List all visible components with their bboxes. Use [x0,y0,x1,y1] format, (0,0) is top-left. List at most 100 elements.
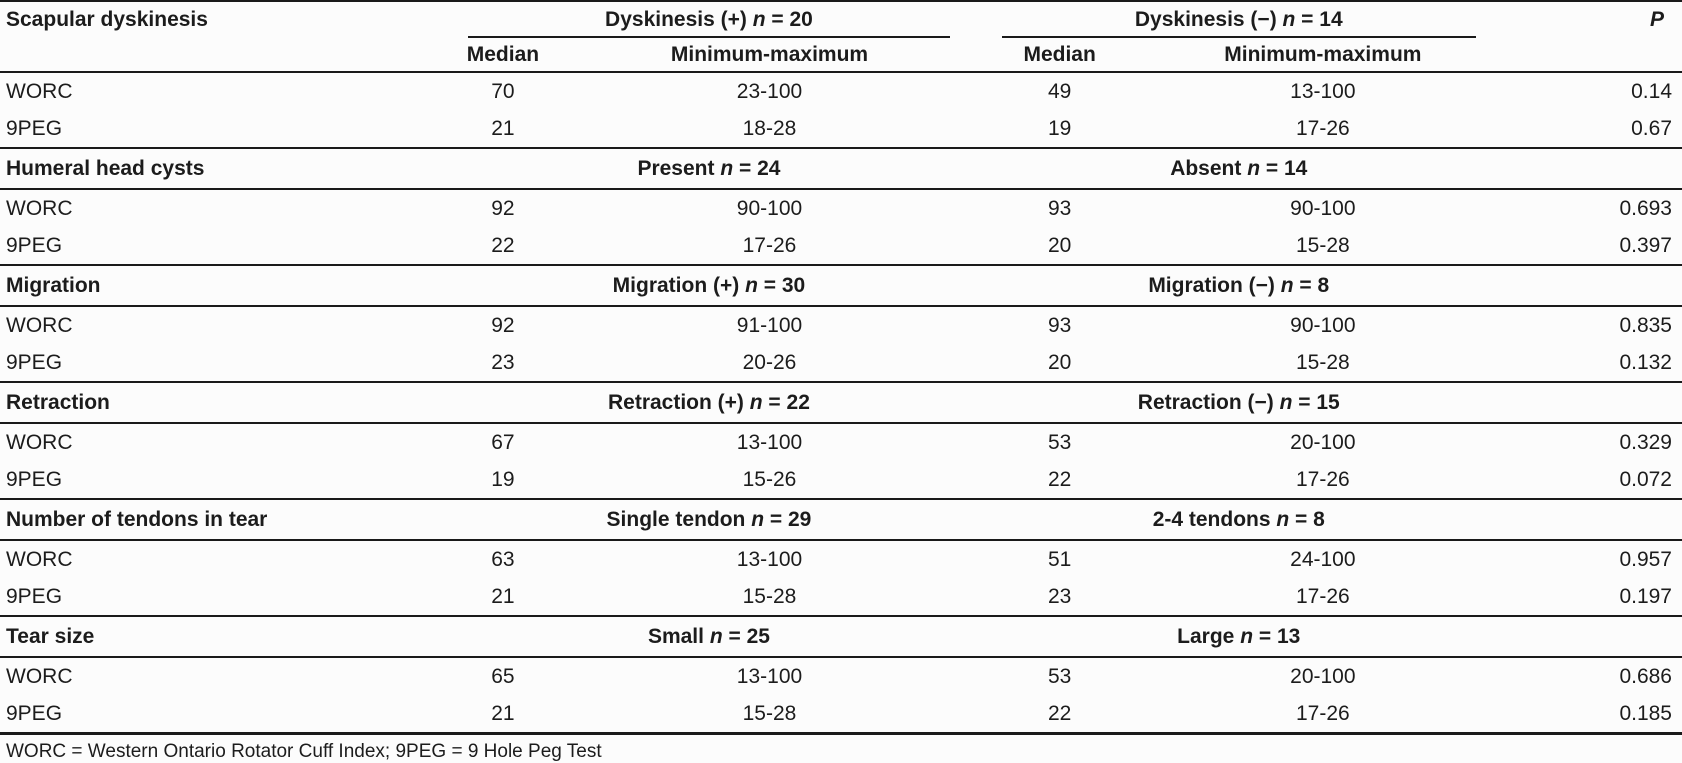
row-label: WORC [6,547,73,571]
table-row: 9PEG 21 15-28 22 17-26 0.185 [0,695,1682,735]
table-footnote: WORC = Western Ontario Rotator Cuff Inde… [6,741,602,762]
median-value: 53 [1047,664,1072,688]
table-row: 9PEG 21 15-28 23 17-26 0.197 [0,578,1682,616]
median-value: 22 [491,233,515,257]
section-header-row: Retraction Retraction (+) n = 22 Retract… [0,381,1682,424]
minmax-value: 13-100 [736,430,803,454]
minmax-value: 91-100 [736,313,803,337]
p-value: 0.67 [1631,116,1672,140]
median-value: 19 [491,467,515,491]
group1-title: Single tendon n = 29 [442,498,976,541]
minmax-value: 15-28 [563,695,976,735]
group2-title: Large n = 13 [975,615,1502,658]
group1-title: Dyskinesis (+) n = 20 [442,1,975,38]
p-value: 0.197 [1619,584,1672,608]
minmax-value: 20-100 [1290,664,1356,688]
table-row: 9PEG 19 15-26 22 17-26 0.072 [0,461,1682,499]
empty-cell [1501,615,1682,658]
minmax-column-header: Minimum-maximum [1143,38,1502,73]
median-value: 21 [491,116,515,140]
section-label: Tear size [0,615,443,658]
median-value: 49 [1047,79,1072,103]
row-label: 9PEG [6,233,63,257]
p-value: 0.132 [1619,350,1672,374]
median-value: 22 [975,695,1144,735]
median-value: 92 [491,313,515,337]
median-value: 21 [442,695,564,735]
table-row: 9PEG 23 20-26 20 15-28 0.132 [0,344,1682,382]
group2-title: Retraction (−) n = 15 [975,381,1502,424]
section-label: Scapular dyskinesis [6,8,208,31]
section-label: Number of tendons in tear [0,498,443,541]
table-row: 9PEG 21 18-28 19 17-26 0.67 [0,110,1682,148]
group2-title: Absent n = 14 [975,147,1502,190]
empty-header-cell [1501,38,1682,73]
median-value: 20 [1047,233,1072,257]
median-value: 53 [1047,430,1072,454]
minmax-value: 20-26 [742,350,797,374]
table-row: WORC 70 23-100 49 13-100 0.14 [0,72,1682,110]
table-row: WORC 92 91-100 93 90-100 0.835 [0,306,1682,344]
group2-title: 2-4 tendons n = 8 [975,498,1502,541]
minmax-value: 90-100 [1290,313,1356,337]
median-value: 20 [1047,350,1072,374]
minmax-value: 90-100 [736,196,803,220]
median-value: 93 [1047,313,1072,337]
minmax-column-header: Minimum-maximum [563,38,976,73]
minmax-value: 13-100 [736,547,803,571]
minmax-value: 17-26 [1295,116,1350,140]
section-label: Migration [0,264,443,307]
group2-title: Dyskinesis (−) n = 14 [976,1,1502,38]
median-value: 23 [491,350,515,374]
row-label: 9PEG [6,584,63,608]
section-header-row: Humeral head cysts Present n = 24 Absent… [0,147,1682,190]
row-label: 9PEG [6,467,63,491]
median-value: 19 [1047,116,1072,140]
minmax-value: 13-100 [1290,79,1356,103]
group1-title: Small n = 25 [442,615,976,658]
minmax-value: 17-26 [1295,584,1350,608]
p-value: 0.329 [1619,430,1672,454]
median-value: 63 [491,547,515,571]
minmax-value: 15-28 [1295,350,1350,374]
minmax-value: 15-28 [1295,233,1350,257]
section-header-row: Migration Migration (+) n = 30 Migration… [0,264,1682,307]
table-row: WORC 67 13-100 53 20-100 0.329 [0,423,1682,461]
median-column-header: Median [442,38,564,73]
median-value: 21 [491,584,515,608]
median-value: 70 [491,79,515,103]
minmax-value: 13-100 [736,664,803,688]
row-label: WORC [6,313,73,337]
group1-title: Migration (+) n = 30 [442,264,976,307]
empty-cell [1501,147,1682,190]
minmax-value: 15-26 [742,467,797,491]
p-value: 0.185 [1501,695,1682,735]
minmax-value: 90-100 [1290,196,1356,220]
row-label: 9PEG [6,116,63,140]
median-value: 23 [1047,584,1072,608]
row-label: WORC [6,196,73,220]
median-value: 67 [491,430,515,454]
minmax-value: 17-26 [742,233,797,257]
section-label: Humeral head cysts [0,147,443,190]
row-label: 9PEG [0,695,443,735]
table-row: WORC 65 13-100 53 20-100 0.686 [0,657,1682,695]
p-value: 0.693 [1619,196,1672,220]
p-value: 0.957 [1619,547,1672,571]
p-value: 0.14 [1631,79,1672,103]
minmax-value: 20-100 [1290,430,1356,454]
median-column-header: Median [975,38,1144,73]
minmax-value: 23-100 [736,79,803,103]
row-label: 9PEG [6,350,63,374]
p-value: 0.397 [1619,233,1672,257]
minmax-value: 17-26 [1143,695,1502,735]
p-value: 0.072 [1619,467,1672,491]
row-label: WORC [6,664,73,688]
empty-cell [1501,498,1682,541]
section-label: Retraction [0,381,443,424]
section-header-row: Number of tendons in tear Single tendon … [0,498,1682,541]
group1-title: Retraction (+) n = 22 [442,381,976,424]
table-row: 9PEG 22 17-26 20 15-28 0.397 [0,227,1682,265]
minmax-value: 24-100 [1290,547,1356,571]
median-value: 51 [1047,547,1072,571]
